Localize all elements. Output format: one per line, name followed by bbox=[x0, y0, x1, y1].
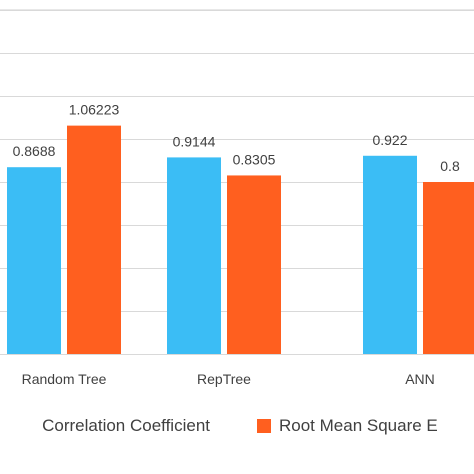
data-label: 1.06223 bbox=[69, 102, 120, 118]
legend-label-rmse: Root Mean Square E bbox=[279, 416, 438, 435]
bar-ann-rmse bbox=[423, 182, 474, 354]
data-label: 0.8 bbox=[440, 158, 460, 174]
legend-label-correlation: Correlation Coefficient bbox=[42, 416, 210, 435]
data-label: 0.8305 bbox=[233, 151, 276, 167]
category-labels: Random Tree RepTree ANN bbox=[22, 371, 435, 387]
category-label: RepTree bbox=[197, 371, 251, 387]
category-label: ANN bbox=[405, 371, 435, 387]
bar-ann-correlation bbox=[363, 155, 417, 354]
bar-random-tree-correlation bbox=[7, 167, 61, 354]
data-label: 0.8688 bbox=[13, 143, 56, 159]
data-labels: 0.8688 1.06223 0.9144 0.8305 0.922 0.8 bbox=[13, 102, 460, 174]
legend: Correlation Coefficient Root Mean Square … bbox=[42, 416, 438, 435]
bar-reptree-rmse bbox=[227, 175, 281, 354]
bars bbox=[7, 125, 474, 355]
category-label: Random Tree bbox=[22, 371, 107, 387]
legend-swatch-rmse bbox=[257, 419, 271, 433]
data-label: 0.9144 bbox=[173, 133, 216, 149]
bar-reptree-correlation bbox=[167, 157, 221, 354]
bar-random-tree-rmse bbox=[67, 125, 121, 355]
data-label: 0.922 bbox=[372, 132, 407, 148]
